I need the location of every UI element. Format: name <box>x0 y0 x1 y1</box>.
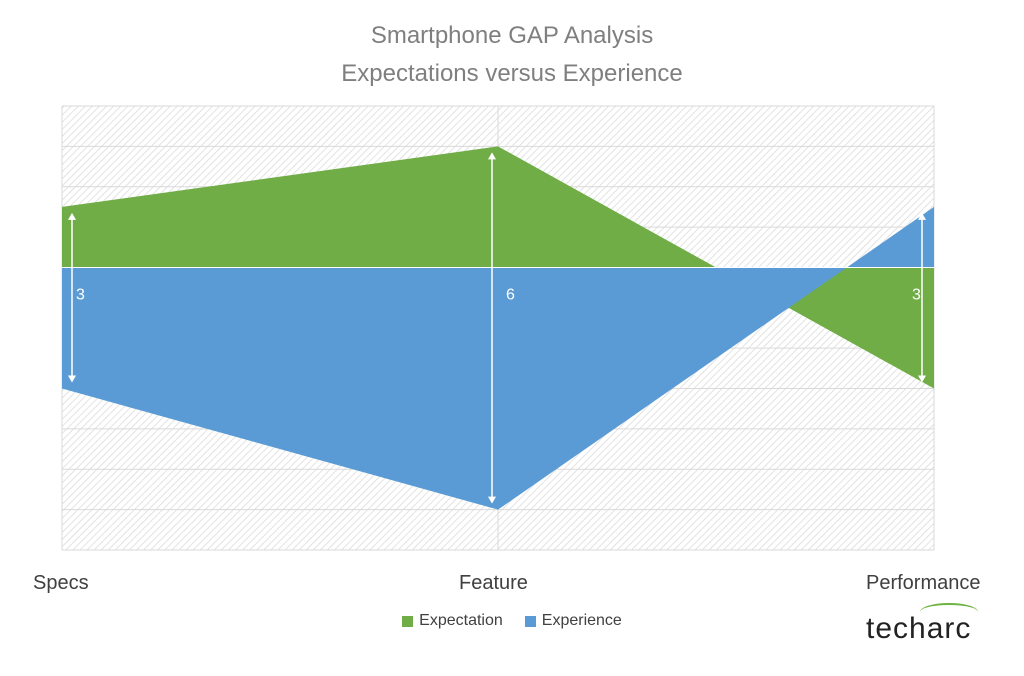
gap-arrow-head-up <box>918 212 926 220</box>
gap-arrow-head-down <box>68 375 76 383</box>
series-areas <box>62 146 934 510</box>
gap-arrow-head-up <box>68 212 76 220</box>
chart-subtitle: Expectations versus Experience <box>341 60 683 87</box>
gap-label: 6 <box>506 286 515 303</box>
chart-title: Smartphone GAP Analysis <box>370 22 654 49</box>
gap-arrows <box>68 152 926 504</box>
gap-label: 3 <box>912 286 921 303</box>
category-label-specs: Specs <box>33 572 89 594</box>
legend-swatch-experience <box>524 615 536 627</box>
legend-item-expectation: Expectation <box>402 612 503 630</box>
category-label-feature: Feature <box>459 572 528 594</box>
legend-label-expectation: Expectation <box>419 612 503 629</box>
legend-item-experience: Experience <box>524 612 622 630</box>
gap-labels: 3 6 3 <box>76 286 921 303</box>
category-label-performance: Performance <box>866 572 981 594</box>
legend-label-experience: Experience <box>541 612 622 629</box>
gap-label: 3 <box>76 286 85 303</box>
legend: Expectation Experience <box>0 612 1024 630</box>
gap-arrow-head-up <box>488 152 496 160</box>
logo-arc-icon <box>920 603 978 621</box>
area-experience <box>62 206 934 510</box>
gap-arrow-head-down <box>918 375 926 383</box>
gap-arrow-head-down <box>488 496 496 504</box>
legend-swatch-expectation <box>402 615 414 627</box>
techarc-logo: techarc <box>866 612 972 645</box>
